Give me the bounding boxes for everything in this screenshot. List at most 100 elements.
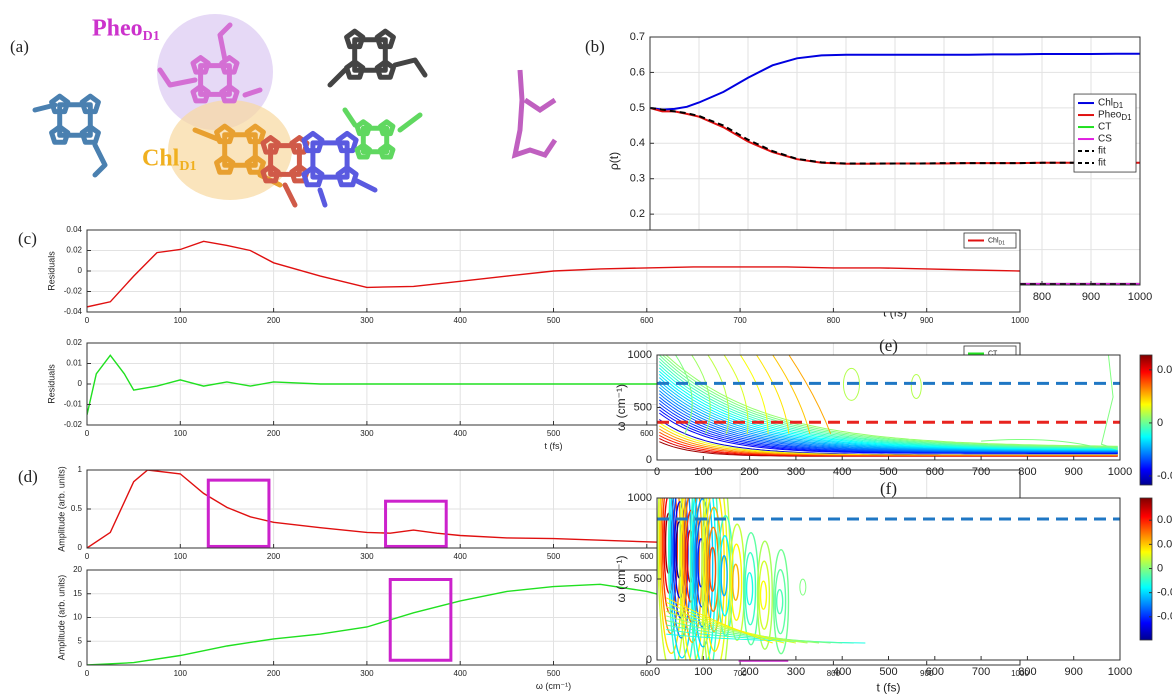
x-tick-label: 900 xyxy=(1065,666,1083,678)
molecule-image xyxy=(35,14,555,205)
x-tick-label: 300 xyxy=(360,669,374,678)
x-tick-label: 0 xyxy=(85,669,90,678)
x-tick-label: 1000 xyxy=(1128,291,1152,303)
legend-label-subscript: D1 xyxy=(999,241,1006,247)
x-tick-label: 600 xyxy=(640,316,654,325)
chart: 0100200300400500600700800900100005001000… xyxy=(614,336,1172,485)
x-tick-label: 300 xyxy=(360,552,374,561)
x-tick-label: 300 xyxy=(787,466,805,478)
colorbar-tick-label: -0.05 xyxy=(1157,470,1172,482)
x-tick-label: 0 xyxy=(85,316,90,325)
y-tick-label: 0.7 xyxy=(630,31,645,43)
x-tick-label: 300 xyxy=(360,429,374,438)
y-tick-label: 1000 xyxy=(628,492,652,504)
x-tick-label: 800 xyxy=(1018,466,1036,478)
colorbar-tick-label: 0.01 xyxy=(1157,514,1172,526)
x-tick-label: 300 xyxy=(360,316,374,325)
y-tick-label: 0.4 xyxy=(630,137,645,149)
colorbar-tick-label: -0.01 xyxy=(1157,611,1172,623)
molecule-label-subscript: D1 xyxy=(143,29,160,44)
x-tick-label: 100 xyxy=(174,429,188,438)
side-chain xyxy=(95,145,105,175)
legend-label: fit xyxy=(1098,158,1106,169)
y-tick-label: 1000 xyxy=(628,349,652,361)
x-tick-label: 200 xyxy=(267,552,281,561)
x-tick-label: 0 xyxy=(654,466,660,478)
y-tick-label: 500 xyxy=(634,573,652,585)
x-tick-label: 100 xyxy=(174,669,188,678)
x-tick-label: 900 xyxy=(1082,291,1100,303)
y-axis-label: Residuals xyxy=(46,364,56,404)
molecule-label-subscript: D1 xyxy=(179,159,196,174)
x-axis-label: t (fs) xyxy=(545,441,563,451)
y-tick-label: -0.04 xyxy=(64,307,83,316)
colorbar-tick-label: 0 xyxy=(1157,417,1163,429)
x-tick-label: 600 xyxy=(640,552,654,561)
molecule xyxy=(330,31,425,85)
x-tick-label: 500 xyxy=(547,316,561,325)
y-axis-label: Amplitude (arb. units) xyxy=(56,466,66,552)
y-tick-label: 0.6 xyxy=(630,66,645,78)
side-chain xyxy=(285,185,295,205)
x-tick-label: 0 xyxy=(654,666,660,678)
y-axis-label: ω (cm⁻¹) xyxy=(614,384,628,431)
page: (a) PheoD1ChlD10100200300400500600700800… xyxy=(0,0,1172,697)
x-tick-label: 200 xyxy=(267,669,281,678)
y-tick-label: 500 xyxy=(634,401,652,413)
legend-label: fit xyxy=(1098,146,1106,157)
y-tick-label: 0 xyxy=(646,654,652,666)
legend-label: CS xyxy=(1098,134,1112,145)
side-chain xyxy=(330,70,345,85)
x-tick-label: 300 xyxy=(787,666,805,678)
x-tick-label: 900 xyxy=(1065,466,1083,478)
x-tick-label: 200 xyxy=(740,466,758,478)
y-tick-label: 1 xyxy=(78,465,83,474)
x-tick-label: 1000 xyxy=(1108,466,1132,478)
y-tick-label: 10 xyxy=(73,613,82,622)
y-tick-label: 0.04 xyxy=(66,225,82,234)
x-tick-label: 700 xyxy=(972,466,990,478)
colorbar xyxy=(1140,355,1152,485)
x-tick-label: 200 xyxy=(740,666,758,678)
y-tick-label: 0.3 xyxy=(630,173,645,185)
colorbar-tick-label: -0.005 xyxy=(1157,587,1172,599)
x-tick-label: 100 xyxy=(174,552,188,561)
y-axis-label: Residuals xyxy=(46,251,56,291)
y-tick-label: 0 xyxy=(78,543,83,552)
y-axis-label: ρ(t) xyxy=(607,152,621,170)
chart: 01002003004005006007008009001000-0.04-0.… xyxy=(18,225,1029,325)
legend-label: CT xyxy=(1098,122,1111,133)
molecule xyxy=(35,96,105,175)
y-tick-label: 0 xyxy=(78,379,83,388)
x-tick-label: 400 xyxy=(833,666,851,678)
x-tick-label: 600 xyxy=(926,466,944,478)
y-tick-label: 0.01 xyxy=(66,359,82,368)
x-tick-label: 900 xyxy=(920,316,934,325)
x-tick-label: 100 xyxy=(694,666,712,678)
y-tick-label: 0.5 xyxy=(71,504,83,513)
panel-label: (c) xyxy=(18,229,37,248)
molecule xyxy=(345,110,420,157)
side-chain xyxy=(400,115,420,130)
y-tick-label: 5 xyxy=(78,636,83,645)
side-chain xyxy=(395,60,425,75)
y-tick-label: 0 xyxy=(78,266,83,275)
x-tick-label: 200 xyxy=(267,316,281,325)
y-tick-label: 0.2 xyxy=(630,208,645,220)
panel-label: (a) xyxy=(10,37,29,56)
x-tick-label: 600 xyxy=(640,669,654,678)
colorbar-tick-label: 0.05 xyxy=(1157,364,1172,376)
y-tick-label: 0 xyxy=(78,660,83,669)
y-tick-label: -0.02 xyxy=(64,420,83,429)
x-tick-label: 200 xyxy=(267,429,281,438)
panel-label: (b) xyxy=(585,37,605,56)
chart-title: (f) xyxy=(880,479,897,498)
side-chain xyxy=(320,190,325,205)
y-tick-label: 0.02 xyxy=(66,338,82,347)
x-tick-label: 600 xyxy=(926,666,944,678)
x-tick-label: 400 xyxy=(454,669,468,678)
y-axis-label: Amplitude (arb. units) xyxy=(56,575,66,661)
side-chain xyxy=(515,70,555,155)
panel-label: (d) xyxy=(18,467,38,486)
y-tick-label: 0.5 xyxy=(630,102,645,114)
